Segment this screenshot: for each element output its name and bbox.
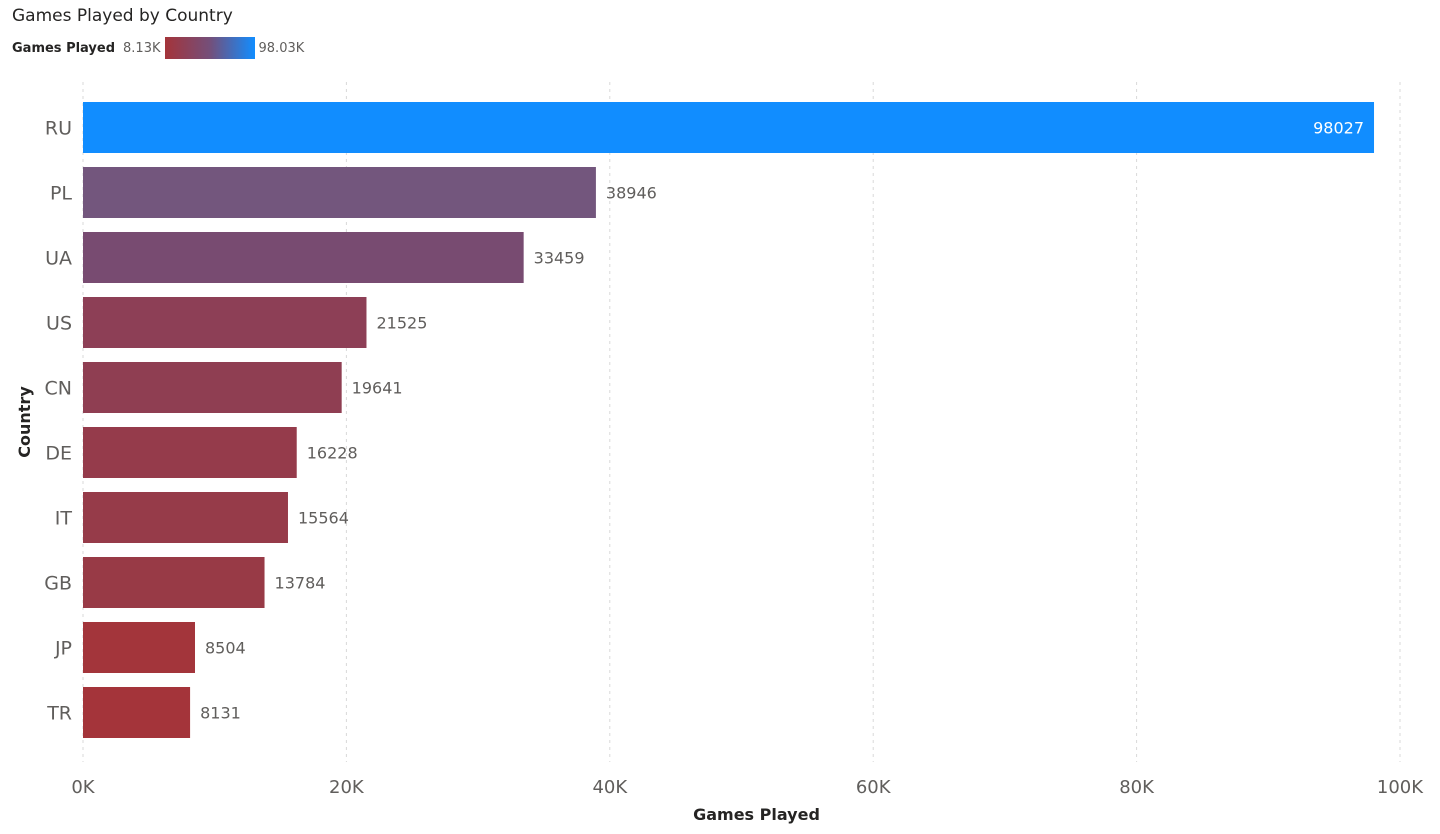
legend-title: Games Played xyxy=(12,40,116,56)
data-label: 13784 xyxy=(275,574,326,593)
legend-min-label: 8.13K xyxy=(123,40,161,56)
data-label: 16228 xyxy=(307,444,358,463)
category-label: DE xyxy=(45,443,72,465)
x-tick-label: 40K xyxy=(592,777,628,798)
data-label: 8131 xyxy=(200,704,241,723)
category-label: IT xyxy=(55,508,73,530)
bar-de xyxy=(83,427,297,478)
category-label: RU xyxy=(45,118,72,140)
category-label: GB xyxy=(44,573,72,595)
category-label: UA xyxy=(45,248,72,270)
bar-tr xyxy=(83,687,191,738)
bar-pl xyxy=(83,167,596,218)
category-label: PL xyxy=(50,183,72,205)
category-label: TR xyxy=(46,703,72,725)
category-label: US xyxy=(46,313,72,335)
category-label: JP xyxy=(54,638,72,660)
data-label: 21525 xyxy=(376,314,427,333)
chart-title: Games Played by Country xyxy=(12,6,233,26)
data-label: 38946 xyxy=(606,184,657,203)
y-axis-title: Country xyxy=(15,386,34,458)
x-tick-label: 0K xyxy=(71,777,95,798)
data-label: 8504 xyxy=(205,639,246,658)
data-label: 33459 xyxy=(534,249,585,268)
bar-jp xyxy=(83,622,195,673)
bar-ru xyxy=(83,102,1375,153)
data-label: 98027 xyxy=(1313,119,1364,138)
legend-gradient-bar xyxy=(164,37,255,59)
bar-cn xyxy=(83,362,342,413)
x-tick-label: 100K xyxy=(1377,777,1424,798)
bar-us xyxy=(83,297,367,348)
bar-gb xyxy=(83,557,265,608)
color-legend: Games Played 8.13K 98.03K xyxy=(12,37,304,59)
category-label: CN xyxy=(45,378,72,400)
bar-ua xyxy=(83,232,524,283)
x-tick-label: 20K xyxy=(329,777,365,798)
x-tick-label: 60K xyxy=(856,777,892,798)
data-label: 19641 xyxy=(352,379,403,398)
data-label: 15564 xyxy=(298,509,349,528)
legend-max-label: 98.03K xyxy=(258,40,305,56)
x-tick-label: 80K xyxy=(1119,777,1155,798)
x-axis-title: Games Played xyxy=(693,805,820,824)
bar-it xyxy=(83,492,288,543)
